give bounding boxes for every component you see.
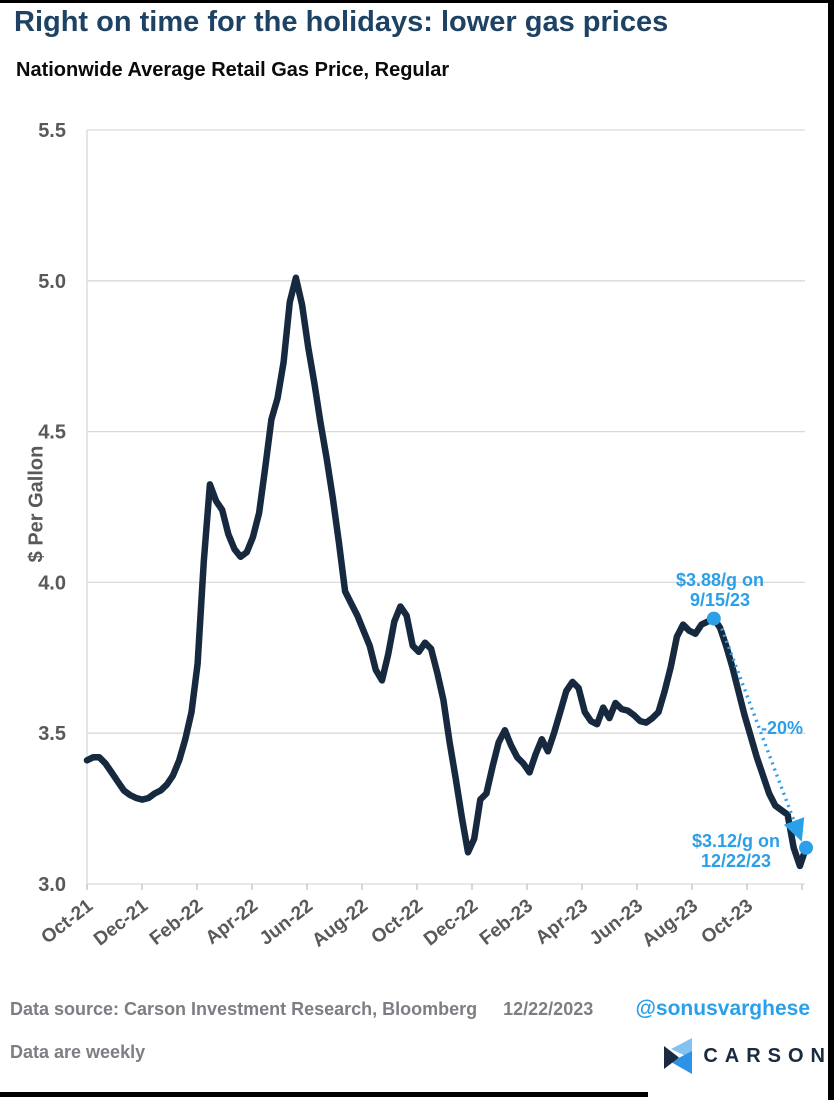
x-tick-label: Aug-22	[308, 895, 372, 951]
x-tick-label: Oct-21	[38, 895, 98, 948]
y-axis-title: $ Per Gallon	[25, 445, 48, 563]
latest-annotation-date: 12/22/23	[700, 851, 772, 871]
latest-annotation: $3.12/g on 12/22/23	[664, 831, 808, 871]
gas-price-line-chart: 3.03.54.04.55.05.5Oct-21Dec-21Feb-22Apr-…	[38, 120, 813, 952]
x-tick-label: Apr-22	[202, 895, 262, 949]
x-tick-label: Dec-21	[90, 895, 152, 950]
author-handle: @sonusvarghese	[635, 997, 810, 1020]
gas-price-line	[83, 274, 810, 870]
decline-arrow	[720, 627, 805, 842]
x-tick-label: Apr-23	[532, 895, 592, 949]
data-frequency-note: Data are weekly	[10, 1042, 146, 1062]
y-tick-label: 4.5	[38, 422, 66, 444]
y-tick-label: 5.5	[38, 120, 66, 142]
y-tick-label: 3.5	[38, 723, 66, 745]
peak-annotation: $3.88/g on 9/15/23	[648, 570, 792, 610]
y-tick-label: 3.0	[38, 874, 66, 896]
carson-logo: CARSON	[664, 1038, 832, 1074]
page-title: Right on time for the holidays: lower ga…	[14, 6, 669, 38]
chart-subtitle: Nationwide Average Retail Gas Price, Reg…	[16, 59, 450, 81]
x-tick-label: Jun-22	[256, 895, 317, 949]
right-border	[828, 0, 834, 1100]
data-source-date: 12/22/2023	[503, 999, 594, 1019]
x-tick-label: Feb-23	[476, 895, 537, 949]
y-tick-label: 4.0	[38, 572, 66, 594]
data-source-text: Data source: Carson Investment Research,…	[10, 999, 478, 1019]
peak-annotation-date: 9/15/23	[689, 590, 751, 610]
data-point-marker	[706, 611, 721, 626]
peak-annotation-price: $3.88/g on	[675, 570, 765, 590]
x-tick-label: Feb-22	[146, 895, 207, 949]
carson-logo-text: CARSON	[703, 1044, 832, 1067]
data-source-line: Data source: Carson Investment Research,…	[10, 999, 593, 1020]
y-tick-label: 5.0	[38, 271, 66, 293]
x-tick-label: Jun-23	[586, 895, 647, 949]
x-tick-label: Dec-22	[420, 895, 482, 950]
data-point-marker	[799, 840, 813, 855]
top-border	[0, 0, 834, 3]
percent-change-label: -20%	[761, 718, 804, 738]
bottom-border	[0, 1092, 648, 1097]
x-tick-label: Oct-23	[698, 895, 758, 948]
x-tick-label: Oct-22	[368, 895, 428, 948]
carson-logo-icon	[664, 1038, 693, 1074]
x-tick-label: Aug-23	[638, 895, 702, 951]
latest-annotation-price: $3.12/g on	[691, 831, 781, 851]
